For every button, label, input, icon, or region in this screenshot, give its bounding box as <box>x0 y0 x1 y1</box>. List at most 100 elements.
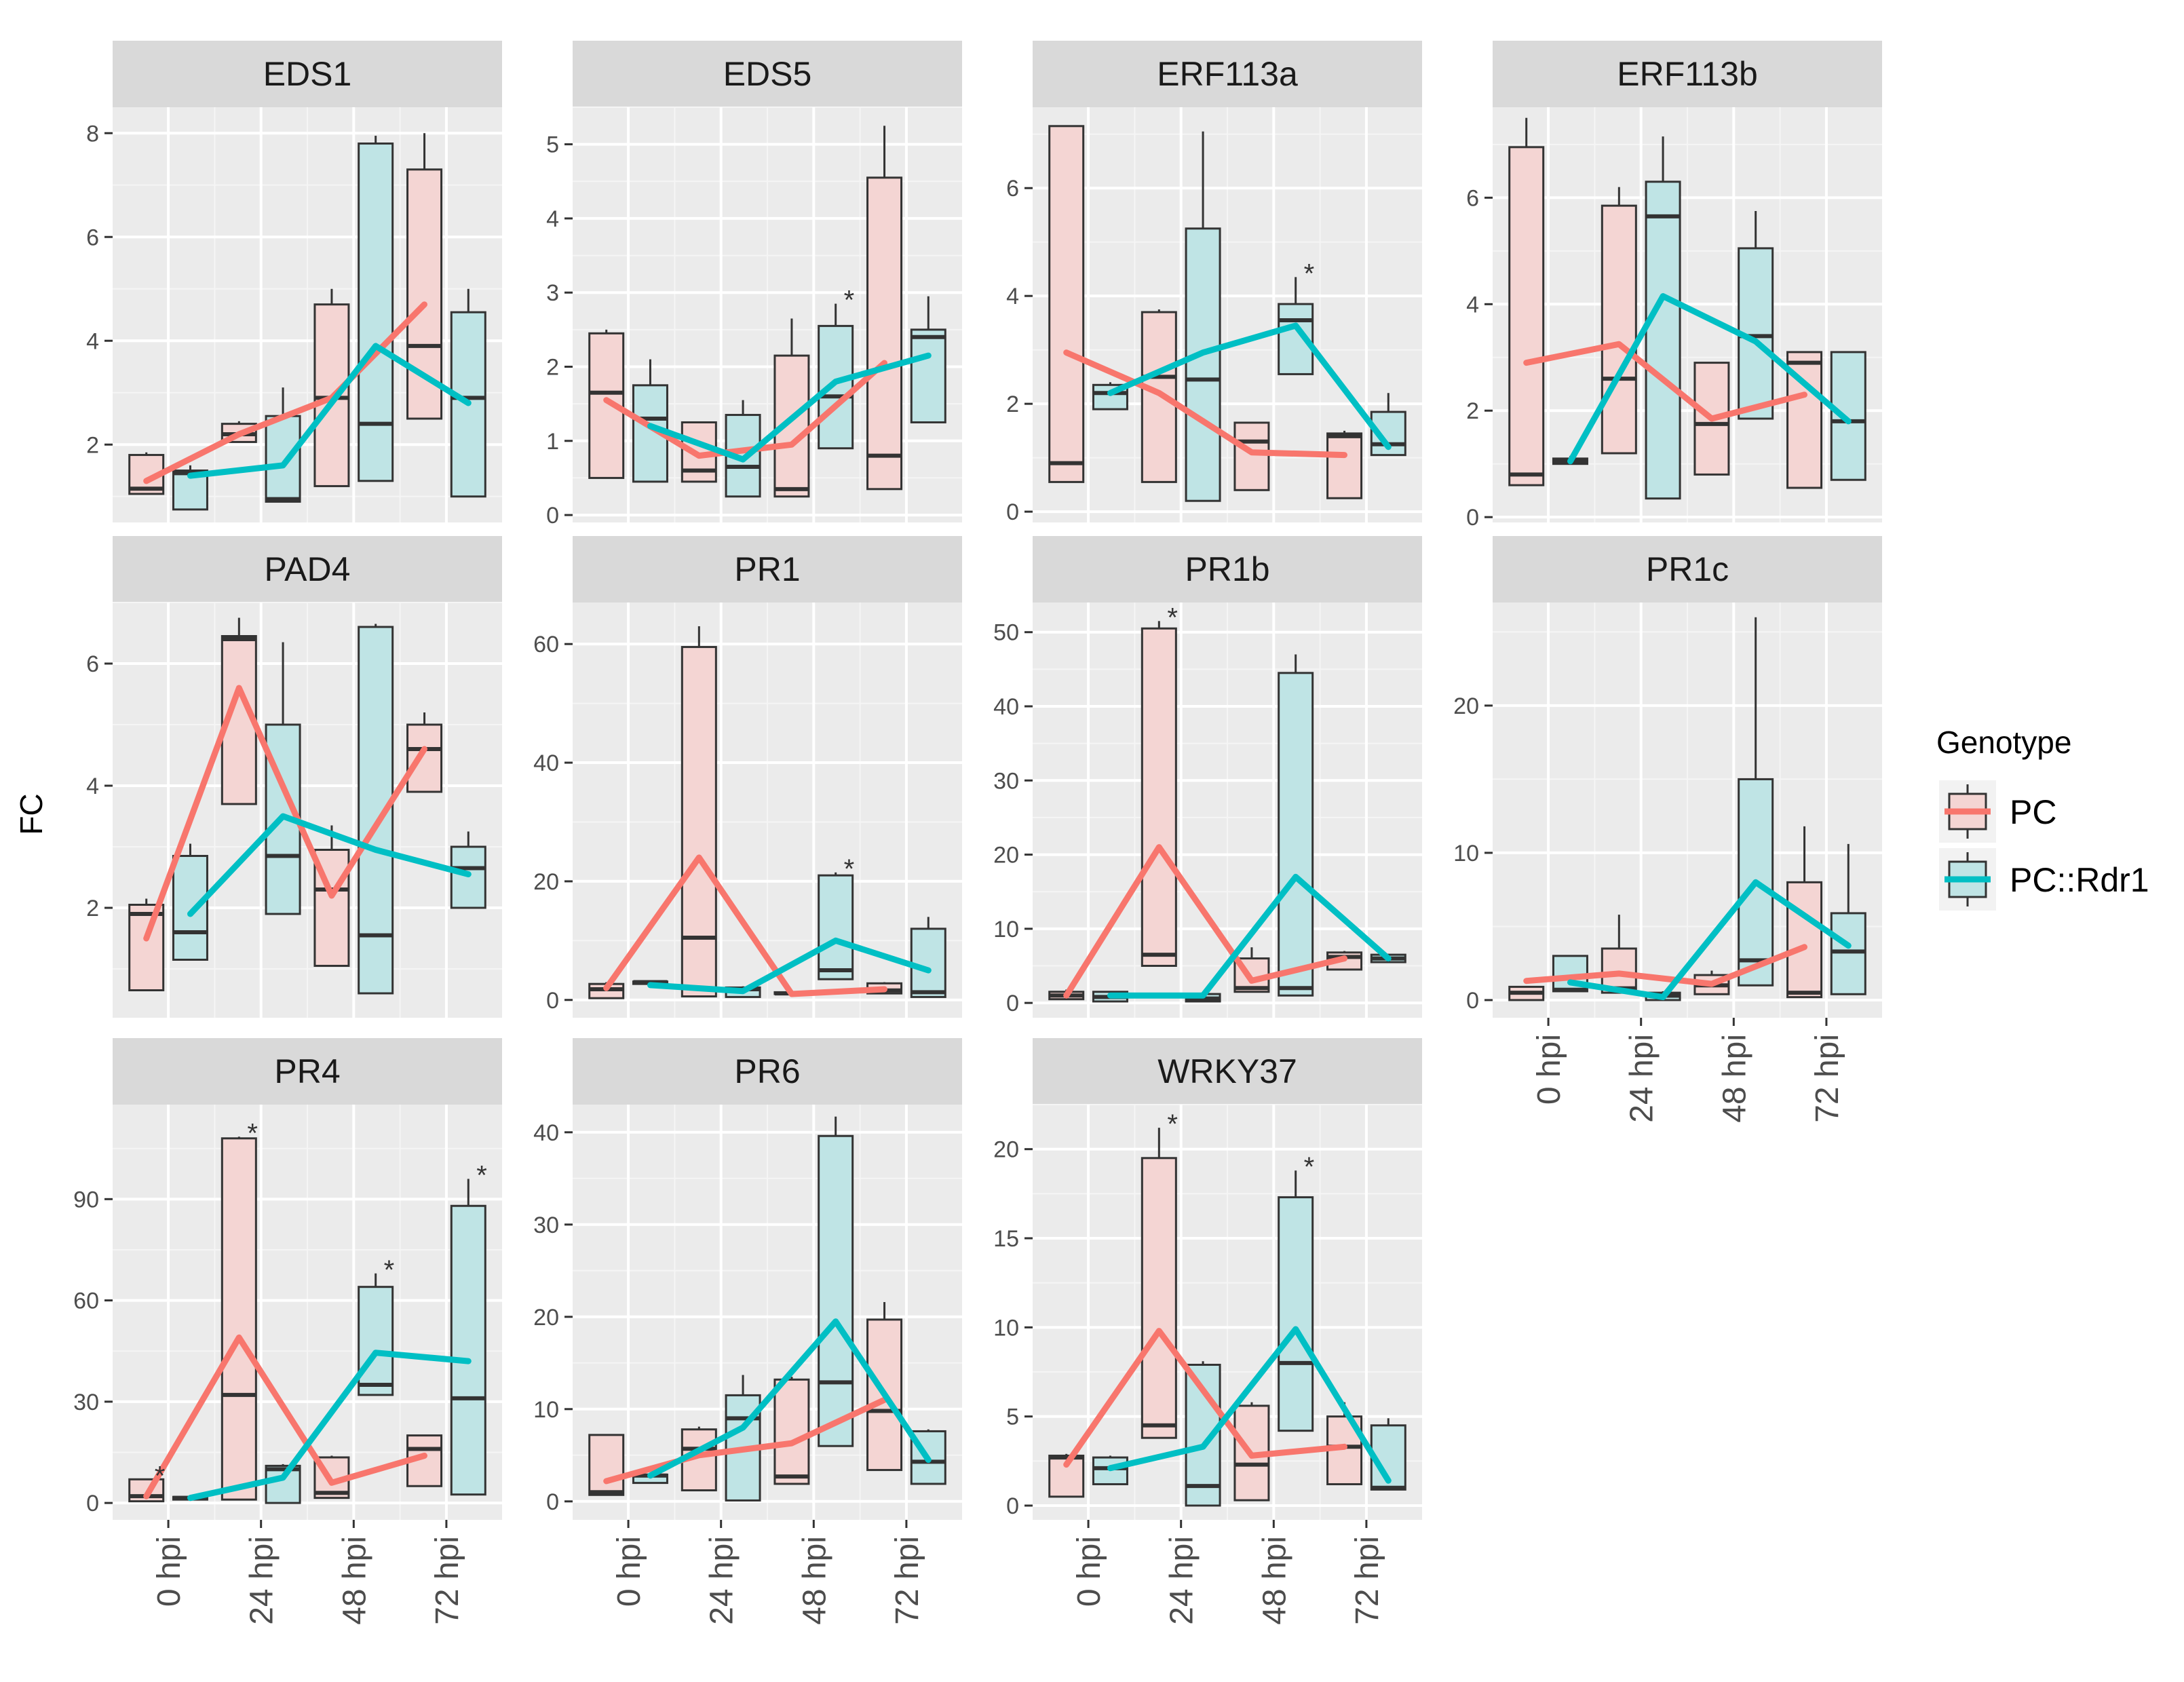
box-body <box>450 845 486 909</box>
panel-eds1: EDS1 2 4 6 8 <box>86 41 502 522</box>
strip-pr1 <box>573 536 962 603</box>
box-pc-72-hpi <box>1786 351 1823 489</box>
box-body <box>450 1204 486 1496</box>
y-tick-label: 0 <box>1466 988 1479 1014</box>
y-tick-label: 4 <box>1466 292 1479 318</box>
y-tick-label: 4 <box>86 328 99 354</box>
box-pc-rdr1-48-hpi <box>1278 1170 1314 1432</box>
box-body <box>450 311 486 498</box>
significance-star: * <box>155 1461 166 1491</box>
mean-line-pc-rdr1 <box>647 352 932 463</box>
y-tick-label: 2 <box>86 432 99 458</box>
box-body <box>588 1434 625 1496</box>
box-pc-rdr1-0-hpi <box>172 843 208 961</box>
box-pc-0-hpi <box>1048 125 1085 483</box>
box-pc-72-hpi <box>406 712 443 793</box>
box-body <box>1141 311 1177 483</box>
mean-line-pc-rdr1 <box>1567 293 1852 465</box>
y-tick-label: 5 <box>1006 1404 1019 1430</box>
mean-line-pc <box>1063 844 1347 999</box>
box-pc-24-hpi <box>681 626 717 998</box>
box-pc-rdr1-48-hpi <box>358 1273 394 1396</box>
x-tick-label: 48 hpi <box>1257 1536 1292 1625</box>
box-pc-72-hpi <box>866 1302 903 1472</box>
panel-title-erf113b: ERF113b <box>1617 55 1758 93</box>
y-tick-label: 2 <box>86 896 99 921</box>
strip-pr6 <box>573 1038 962 1105</box>
y-tick-label: 2 <box>1466 398 1479 424</box>
box-pc-rdr1-24-hpi <box>1185 131 1221 502</box>
box-body <box>866 176 903 491</box>
panel-title-eds1: EDS1 <box>263 55 352 93</box>
y-tick-label: 6 <box>1466 185 1479 211</box>
mean-line-pc-rdr1 <box>187 1350 472 1502</box>
box-body <box>128 904 165 991</box>
significance-star: * <box>1167 1109 1178 1139</box>
y-tick-label: 0 <box>1466 505 1479 531</box>
box-body <box>1830 351 1866 481</box>
box-pc-0-hpi <box>1508 985 1545 1001</box>
legend-key-pc-rdr1 <box>1939 848 1996 911</box>
panel-title-pad4: PAD4 <box>265 550 351 588</box>
strip-erf113a <box>1033 41 1422 107</box>
y-tick-label: 2 <box>546 355 559 381</box>
y-tick-label: 2 <box>1006 391 1019 417</box>
box-body <box>1830 912 1866 995</box>
box-pc-48-hpi <box>773 1377 810 1485</box>
box-body <box>1278 303 1314 375</box>
strip-pr4 <box>113 1038 502 1105</box>
panel-pr6: PR6 0 10 20 30 40 0 hpi 24 hpi 48 hpi 72 hpi <box>533 1038 962 1625</box>
panel-title-pr1c: PR1c <box>1646 550 1729 588</box>
y-axis-title: FC <box>14 793 49 835</box>
y-tick-label: 40 <box>533 1120 559 1146</box>
mean-line-pc-rdr1 <box>1107 322 1392 451</box>
box-pc-0-hpi <box>588 1434 625 1496</box>
mean-line-pc-rdr1 <box>1107 1326 1392 1484</box>
box-body <box>1233 421 1270 491</box>
x-tick-label: 24 hpi <box>704 1536 740 1625</box>
y-tick-label: 20 <box>993 843 1019 868</box>
panel-pr1c: PR1c 0 10 20 0 hpi 24 hpi 48 hpi 72 hpi <box>1453 536 1882 1123</box>
panel-pr4: PR4 0 30 60 90 * * * * 0 hpi 24 hpi 48 hpi 72 hpi <box>73 1038 502 1625</box>
box-pc-rdr1-24-hpi <box>265 387 301 503</box>
y-tick-label: 30 <box>993 768 1019 794</box>
x-tick-label: 24 hpi <box>244 1536 280 1625</box>
x-tick-label: 48 hpi <box>797 1536 832 1625</box>
y-tick-label: 15 <box>993 1226 1019 1252</box>
box-body <box>1326 432 1363 499</box>
box-pc-48-hpi <box>1233 421 1270 491</box>
box-body <box>406 723 443 793</box>
box-body <box>1645 180 1681 500</box>
box-body <box>1786 881 1823 999</box>
mean-line-pc-rdr1 <box>187 343 472 479</box>
strip-erf113b <box>1493 41 1882 107</box>
box-pc-72-hpi <box>1786 826 1823 999</box>
panel-pr1b: PR1b 0 10 20 30 40 50 * <box>993 536 1422 1018</box>
mean-line-pc-rdr1 <box>187 813 472 917</box>
x-tick-label: 72 hpi <box>1349 1536 1385 1625</box>
box-body <box>1278 672 1314 997</box>
y-tick-label: 10 <box>993 1315 1019 1341</box>
box-pc-72-hpi <box>1326 430 1363 499</box>
y-tick-label: 20 <box>993 1137 1019 1163</box>
significance-star: * <box>1304 259 1315 288</box>
box-pc-0-hpi <box>128 898 165 991</box>
y-tick-label: 40 <box>993 694 1019 720</box>
y-tick-label: 30 <box>73 1390 99 1415</box>
box-body <box>818 1134 854 1447</box>
y-tick-label: 60 <box>73 1288 99 1314</box>
mean-line-pc <box>143 685 427 942</box>
y-tick-label: 90 <box>73 1187 99 1212</box>
y-tick-label: 0 <box>546 1489 559 1515</box>
mean-line-pc <box>1063 349 1347 459</box>
panel-erf113a: ERF113a 0 2 4 6 * <box>1006 41 1422 525</box>
x-tick-label: 0 hpi <box>611 1536 647 1607</box>
y-tick-label: 0 <box>1006 991 1019 1016</box>
y-tick-label: 1 <box>546 429 559 455</box>
y-tick-label: 6 <box>86 651 99 677</box>
strip-eds1 <box>113 41 502 107</box>
box-body <box>1738 247 1774 420</box>
x-tick-label: 72 hpi <box>889 1536 925 1625</box>
y-tick-label: 0 <box>1006 499 1019 525</box>
y-tick-label: 4 <box>1006 284 1019 309</box>
